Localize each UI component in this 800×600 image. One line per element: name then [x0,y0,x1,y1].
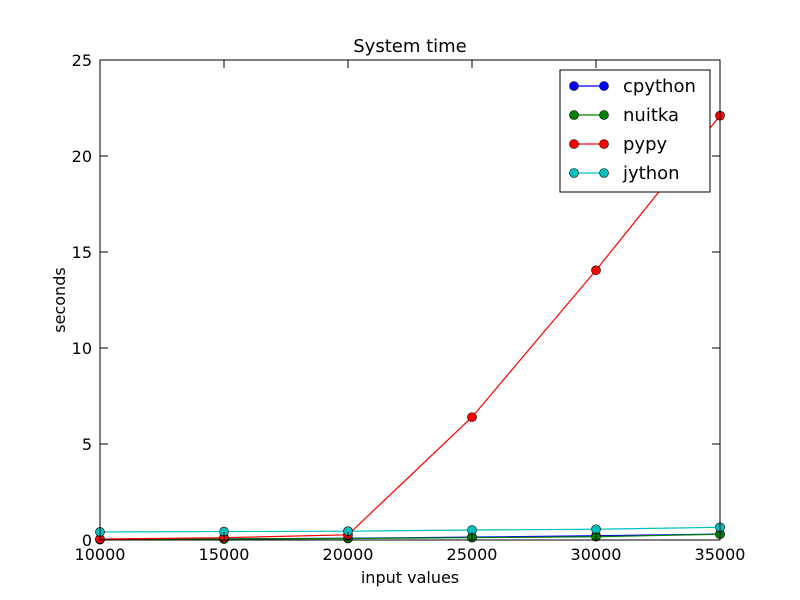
legend-label: cpython [623,76,696,97]
plot-frame [99,59,721,541]
legend-label: pypy [623,134,668,155]
legend-marker [569,168,579,178]
legend-label: jython [622,163,680,184]
legend-entry-cpython: cpython [569,76,696,97]
legend-entry-jython: jython [569,163,680,184]
chart-title: System time [353,36,467,57]
series-jython [95,522,725,537]
legend-marker [569,81,579,91]
y-tick-label: 20 [72,147,92,166]
ticks-layer: 10000 15000 20000 25000 30000 35000 0 5 10 15 20 25 [72,51,746,564]
x-tick-label: 35000 [695,545,746,564]
legend-entry-pypy: pypy [569,134,668,155]
series-line-pypy [99,115,721,540]
y-tick-label: 15 [72,243,92,262]
legend-marker [569,110,579,120]
legend-marker [599,168,609,178]
legend: cpython nuitka pypy jython [559,69,711,193]
legend-label: nuitka [623,105,679,126]
x-tick-label: 20000 [323,545,374,564]
series-line-jython [99,526,721,533]
y-tick-label: 0 [82,531,92,550]
y-tick-label: 5 [82,435,92,454]
series-line-nuitka [99,533,721,541]
legend-marker [569,139,579,149]
x-tick-label: 30000 [571,545,622,564]
legend-marker [599,81,609,91]
x-tick-label: 15000 [199,545,250,564]
data-point-pypy [591,265,601,276]
x-tick-label: 10000 [75,545,126,564]
data-point-pypy [467,412,477,422]
legend-box [559,69,711,193]
x-tick-label: 25000 [447,545,498,564]
y-tick-label: 25 [72,51,92,70]
y-tick-label: 10 [72,339,92,358]
legend-entry-nuitka: nuitka [569,105,679,126]
legend-marker [599,139,609,149]
x-axis-label: input values [361,568,459,587]
y-axis-label: seconds [50,267,69,332]
legend-marker [599,110,609,120]
